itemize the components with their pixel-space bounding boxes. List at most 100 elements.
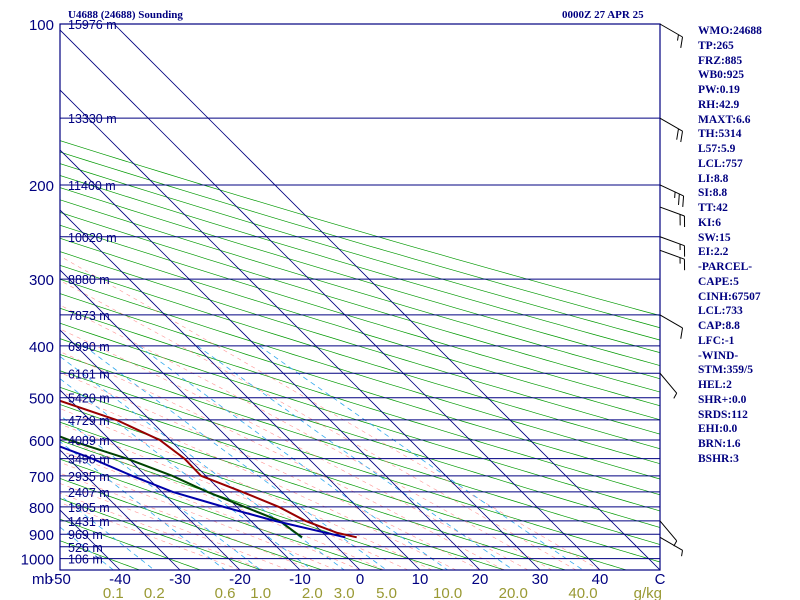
pressure-tick-label: 600 bbox=[29, 433, 54, 450]
mixing-ratio-line bbox=[83, 345, 387, 570]
dry-adiabat bbox=[60, 404, 566, 570]
pressure-tick-label: 400 bbox=[29, 339, 54, 356]
mixing-ratio-line bbox=[60, 356, 345, 570]
temperature-tick-label: -20 bbox=[229, 571, 251, 588]
height-label: 8880 m bbox=[68, 273, 110, 287]
wind-barb bbox=[659, 236, 686, 257]
pressure-tick-label: 900 bbox=[29, 527, 54, 544]
index-line: KI:6 bbox=[698, 216, 721, 229]
pressure-tick-label: 300 bbox=[29, 272, 54, 289]
dry-adiabat bbox=[60, 212, 660, 393]
wind-barb bbox=[659, 372, 678, 399]
index-line: TP:265 bbox=[698, 39, 734, 52]
wind-barbs bbox=[659, 23, 686, 557]
height-label: 526 m bbox=[68, 541, 103, 555]
mixing-ratio-line bbox=[60, 378, 313, 570]
index-line: STM:359/5 bbox=[698, 364, 753, 377]
stability-indices-list: WMO:24688 TP:265 FRZ:885 WB0:925 PW:0.19 RH:4… bbox=[698, 24, 762, 467]
dry-adiabat bbox=[60, 498, 262, 570]
height-label: 2407 m bbox=[68, 486, 110, 500]
index-line: SW:15 bbox=[698, 231, 731, 244]
index-line: SHR+:0.0 bbox=[698, 393, 747, 406]
height-label: 969 m bbox=[68, 528, 103, 542]
wind-barb bbox=[659, 536, 684, 557]
dry-adiabat bbox=[60, 478, 323, 570]
mixing-ratio-tick-label: 2.0 bbox=[302, 585, 323, 600]
dry-adiabat bbox=[60, 307, 660, 496]
mixing-ratio-tick-label: 3.0 bbox=[334, 585, 355, 600]
station-title: U4688 (24688) Sounding bbox=[68, 9, 183, 21]
index-line: BSHR:3 bbox=[698, 452, 739, 465]
moist-adiabat bbox=[60, 450, 361, 570]
pressure-tick-label: 200 bbox=[29, 178, 54, 195]
index-line: LI:8.8 bbox=[698, 172, 729, 185]
index-line: TT:42 bbox=[698, 202, 728, 214]
index-line: EHI:0.0 bbox=[698, 423, 738, 436]
height-label: 5420 m bbox=[68, 392, 110, 406]
dry-adiabat bbox=[60, 370, 660, 563]
dry-adiabat bbox=[60, 386, 627, 570]
dry-adiabat bbox=[60, 458, 384, 570]
isotherm bbox=[60, 449, 181, 570]
dry-adiabat bbox=[60, 237, 660, 421]
pressure-tick-label: 100 bbox=[29, 17, 54, 34]
index-line: CINH:67507 bbox=[698, 290, 761, 303]
plot-border bbox=[59, 23, 661, 571]
height-label: 4729 m bbox=[68, 414, 110, 428]
moist-adiabat bbox=[60, 351, 505, 570]
index-line: MAXT:6.6 bbox=[698, 113, 751, 126]
parcel-line bbox=[60, 445, 346, 539]
height-label: 6161 m bbox=[68, 367, 110, 381]
mixing-ratio-line bbox=[60, 414, 261, 570]
wind-barb bbox=[659, 184, 685, 207]
mixing-ratio-tick-label: 0.2 bbox=[144, 585, 165, 600]
index-line: FRZ:885 bbox=[698, 54, 743, 67]
dry-adiabat bbox=[60, 175, 660, 354]
dry-adiabat bbox=[60, 278, 660, 465]
dry-adiabat bbox=[60, 518, 201, 570]
height-label: 10020 m bbox=[68, 231, 117, 245]
isotherm bbox=[60, 389, 241, 570]
temperature-tick-label: -30 bbox=[169, 571, 191, 588]
mixing-ratio-line bbox=[60, 494, 155, 570]
dry-adiabat bbox=[60, 151, 660, 329]
height-label: 15976 m bbox=[68, 18, 117, 32]
mixing-ratio-tick-label: 0.1 bbox=[103, 585, 124, 600]
dry-adiabat bbox=[60, 199, 660, 380]
mixing-ratio-tick-label: 0.6 bbox=[215, 585, 236, 600]
dry-adiabat bbox=[60, 224, 660, 407]
temperature-tick-label: C bbox=[655, 571, 666, 588]
index-line: LCL:733 bbox=[698, 305, 743, 318]
index-line: RH:42.9 bbox=[698, 98, 740, 111]
dry-adiabat bbox=[60, 140, 660, 316]
temperature-tick-label: -40 bbox=[109, 571, 131, 588]
isotherm bbox=[60, 329, 301, 570]
isotherm bbox=[60, 89, 541, 570]
index-line: -WIND- bbox=[698, 349, 739, 362]
mixing-ratio-tick-label: 40.0 bbox=[568, 585, 597, 600]
temperature-tick-label: 30 bbox=[532, 571, 549, 588]
height-label: 13330 m bbox=[68, 112, 117, 126]
index-line: LFC:-1 bbox=[698, 334, 735, 347]
plot-frame bbox=[59, 23, 661, 571]
moist-adiabat bbox=[60, 372, 481, 570]
moist-adiabat bbox=[60, 423, 409, 570]
mixing-ratio-line bbox=[60, 526, 114, 570]
moist-adiabat bbox=[60, 280, 577, 570]
index-line: BRN:1.6 bbox=[698, 438, 741, 450]
pressure-tick-label: 800 bbox=[29, 500, 54, 517]
dry-adiabat bbox=[60, 322, 660, 512]
index-line: WMO:24688 bbox=[698, 25, 762, 37]
dry-adiabat bbox=[60, 187, 660, 366]
index-line: EI:2.2 bbox=[698, 246, 729, 259]
height-label: 1431 m bbox=[68, 515, 110, 529]
index-line: L57:5.9 bbox=[698, 143, 736, 155]
isotherm bbox=[60, 269, 361, 570]
dry-adiabat bbox=[60, 293, 660, 480]
dry-adiabat bbox=[60, 163, 660, 341]
height-label: 106 m bbox=[68, 553, 103, 567]
isotherm bbox=[60, 569, 61, 570]
dry-adiabat bbox=[60, 354, 660, 545]
